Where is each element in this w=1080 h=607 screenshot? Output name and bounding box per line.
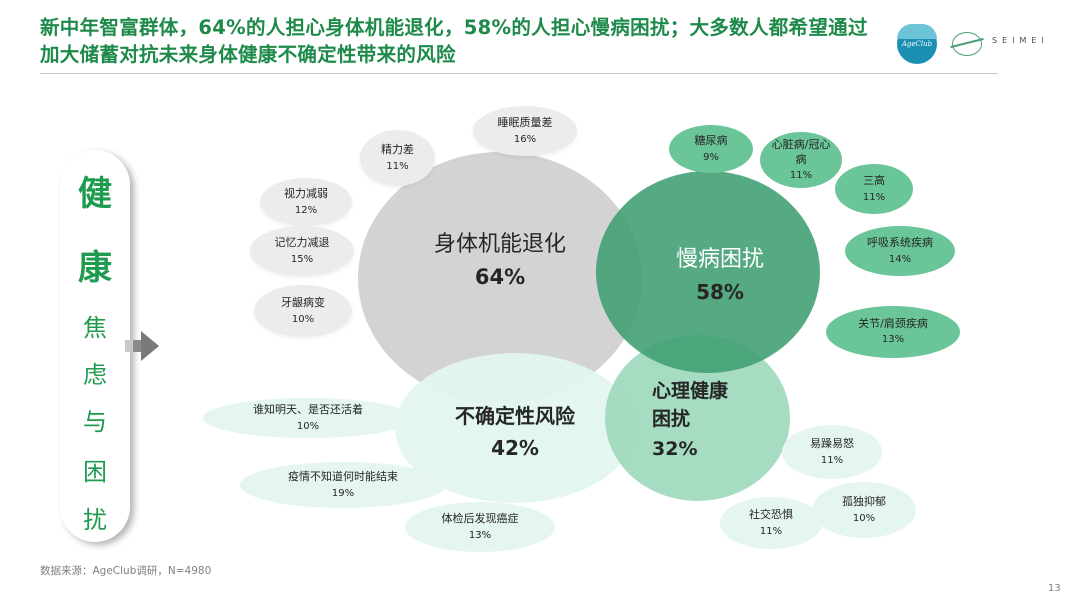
bubble-lonely-pct: 10%	[852, 513, 876, 524]
bubble-energy-label: 精力差	[381, 143, 414, 156]
page-number: 13	[1048, 583, 1061, 594]
chronic-disease-pct: 58%	[696, 280, 744, 304]
bubble-gum-pct: 10%	[291, 314, 315, 325]
chronic-disease-circle	[596, 171, 820, 373]
side-char-rao: 扰	[83, 506, 107, 534]
bubble-gum-label: 牙龈病变	[281, 296, 325, 309]
bubble-heart: 心脏病/冠心病 11%	[760, 132, 842, 188]
side-char-kun: 困	[83, 458, 107, 486]
bubble-vision-pct: 12%	[294, 205, 318, 216]
seimei-logo-text: SEIMEI	[992, 36, 1049, 45]
side-label-pill	[60, 150, 130, 542]
bubble-vision-label: 视力减弱	[284, 187, 328, 200]
bubble-memory-label: 记忆力减退	[274, 236, 330, 249]
bubble-respiratory: 呼吸系统疾病 14%	[845, 226, 955, 276]
bubble-epidemic: 疫情不知道何时能结束 19%	[240, 462, 446, 508]
page-title: 新中年智富群体，64%的人担心身体机能退化，58%的人担心慢病困扰；大多数人都希…	[40, 16, 868, 66]
bubble-irritable-pct: 11%	[820, 455, 844, 466]
bubble-joint-pct: 13%	[881, 333, 905, 345]
bubble-gum: 牙龈病变 10%	[254, 285, 352, 337]
bubble-irritable-label: 易躁易怒	[810, 437, 854, 450]
bubble-diabetes: 糖尿病 9%	[669, 125, 753, 173]
mental-health-title: 心理健康困扰	[652, 380, 729, 430]
bubble-cancer-label: 体检后发现癌症	[441, 512, 519, 525]
bubble-three-highs-label: 三高	[863, 174, 885, 187]
bubble-sleep: 睡眠质量差 16%	[473, 106, 577, 156]
bubble-energy: 精力差 11%	[360, 130, 435, 186]
ageclub-logo-text: AgeClub	[901, 40, 933, 48]
bubble-energy-pct: 11%	[386, 161, 409, 172]
uncertainty-pct: 42%	[491, 436, 539, 460]
data-source-note: 数据来源：AgeClub调研，N=4980	[40, 565, 212, 577]
bubble-cancer: 体检后发现癌症 13%	[405, 502, 555, 552]
bubble-tomorrow-pct: 10%	[296, 421, 320, 432]
bubble-vision: 视力减弱 12%	[260, 178, 352, 226]
right-arrow-icon	[125, 331, 159, 361]
chronic-disease-title: 慢病困扰	[675, 247, 764, 272]
ageclub-logo: AgeClub	[897, 24, 937, 64]
mental-health-label: 心理健康困扰 32%	[652, 377, 740, 463]
uncertainty-label: 不确定性风险 42%	[430, 400, 600, 464]
bubble-lonely: 孤独抑郁 10%	[812, 482, 916, 538]
chronic-disease-label: 慢病困扰 58%	[640, 244, 800, 308]
mental-health-pct: 32%	[652, 438, 698, 460]
bubble-memory-pct: 15%	[290, 254, 314, 265]
bubble-sleep-pct: 16%	[513, 134, 537, 145]
bubble-lonely-label: 孤独抑郁	[842, 495, 886, 508]
bubble-diabetes-pct: 9%	[703, 152, 719, 163]
bubble-cancer-pct: 13%	[468, 530, 492, 541]
bubble-social-label: 社交恐惧	[749, 508, 793, 521]
bubble-epidemic-pct: 19%	[331, 488, 355, 499]
bubble-joint-label: 关节/肩颈疾病	[858, 316, 928, 330]
body-decline-label: 身体机能退化 64%	[410, 229, 590, 293]
side-char-jian: 健	[78, 174, 112, 214]
title-divider	[40, 73, 998, 74]
bubble-memory: 记忆力减退 15%	[250, 226, 354, 276]
bubble-joint: 关节/肩颈疾病 13%	[826, 306, 960, 358]
seimei-ring-icon	[952, 32, 982, 56]
body-decline-title: 身体机能退化	[433, 232, 566, 257]
bubble-social: 社交恐惧 11%	[720, 497, 822, 549]
uncertainty-title: 不确定性风险	[455, 404, 575, 428]
bubble-diabetes-label: 糖尿病	[694, 134, 728, 147]
bubble-three-highs-pct: 11%	[862, 192, 886, 203]
bubble-social-pct: 11%	[759, 526, 783, 537]
bubble-tomorrow-label: 谁知明天、是否还活着	[253, 403, 363, 416]
bubble-respiratory-pct: 14%	[888, 254, 912, 265]
bubble-three-highs: 三高 11%	[835, 164, 913, 214]
seimei-logo: SEIMEI	[950, 30, 1072, 58]
side-char-kang: 康	[78, 248, 112, 288]
bubble-sleep-label: 睡眠质量差	[497, 116, 553, 129]
bubble-tomorrow: 谁知明天、是否还活着 10%	[203, 398, 413, 438]
side-char-lv: 虑	[83, 361, 107, 389]
side-char-yu: 与	[83, 408, 107, 436]
bubble-heart-label: 心脏病/冠心病	[771, 137, 831, 166]
bubble-respiratory-label: 呼吸系统疾病	[867, 236, 933, 249]
bubble-epidemic-label: 疫情不知道何时能结束	[288, 470, 398, 483]
bubble-heart-pct: 11%	[789, 169, 813, 181]
body-decline-pct: 64%	[474, 265, 526, 289]
side-char-jiao: 焦	[83, 314, 107, 342]
bubble-irritable: 易躁易怒 11%	[782, 425, 882, 479]
